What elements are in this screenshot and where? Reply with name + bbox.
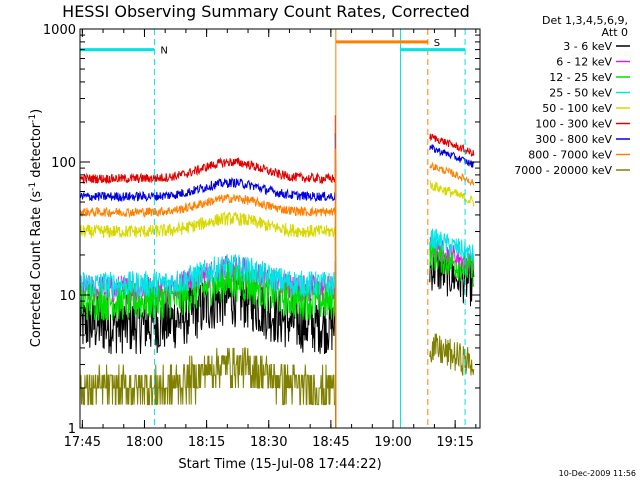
x-axis-label: Start Time (15-Jul-08 17:44:22): [178, 457, 381, 472]
x-tick-label: 18:45: [312, 435, 349, 450]
x-tick-label: 17:45: [64, 435, 101, 450]
series-line: [429, 333, 475, 376]
x-tick-label: 19:15: [436, 435, 473, 450]
y-tick-label: 1: [68, 422, 76, 437]
legend-header: Att 0: [602, 26, 628, 39]
y-tick-label: 1000: [43, 23, 76, 38]
plot-frame: [79, 28, 481, 429]
series-line: [79, 220, 337, 429]
footer-date: 10-Dec-2009 11:56: [559, 469, 636, 478]
series-line: [79, 115, 337, 429]
y-tick-label: 10: [59, 289, 76, 304]
series-line: [429, 143, 475, 168]
legend-label: 100 - 300 keV: [535, 118, 612, 131]
series-line: [429, 133, 475, 157]
series-line: [429, 228, 475, 263]
axis-ticks: 17:45 18:00 18:15 18:30 18:45 19:00 19:15 1 10 10…: [43, 23, 480, 450]
series-line: [429, 180, 475, 207]
legend-label: 800 - 7000 keV: [528, 149, 612, 162]
series-line: [79, 133, 337, 429]
chart-title: HESSI Observing Summary Count Rates, Cor…: [62, 2, 470, 21]
x-tick-label: 18:00: [126, 435, 163, 450]
legend-label: 12 - 25 keV: [549, 71, 612, 84]
legend-label: 3 - 6 keV: [563, 40, 612, 53]
legend-label: 50 - 100 keV: [542, 102, 612, 115]
legend-label: 25 - 50 keV: [549, 87, 612, 100]
legend-label: 300 - 800 keV: [535, 133, 612, 146]
y-tick-label: 100: [51, 156, 76, 171]
flag-label: N: [160, 46, 167, 57]
y-axis-label: Corrected Count Rate (s-1 detector-1): [28, 109, 44, 347]
flag-label: S: [434, 38, 440, 49]
series-line: [429, 241, 475, 287]
series-line: [79, 148, 337, 429]
x-tick-label: 18:30: [250, 435, 287, 450]
legend-label: 6 - 12 keV: [556, 56, 612, 69]
x-tick-label: 18:15: [188, 435, 225, 450]
x-tick-label: 19:00: [374, 435, 411, 450]
legend-header: Det 1,3,4,5,6,9,: [542, 14, 628, 27]
series-line: [429, 161, 475, 187]
legend-label: 7000 - 20000 keV: [514, 164, 612, 177]
legend: Det 1,3,4,5,6,9,Att 03 - 6 keV 6 - 12 keV…: [514, 14, 630, 177]
series-line: [79, 324, 337, 429]
plot-area: NS: [79, 29, 475, 429]
series-line: [79, 168, 337, 429]
